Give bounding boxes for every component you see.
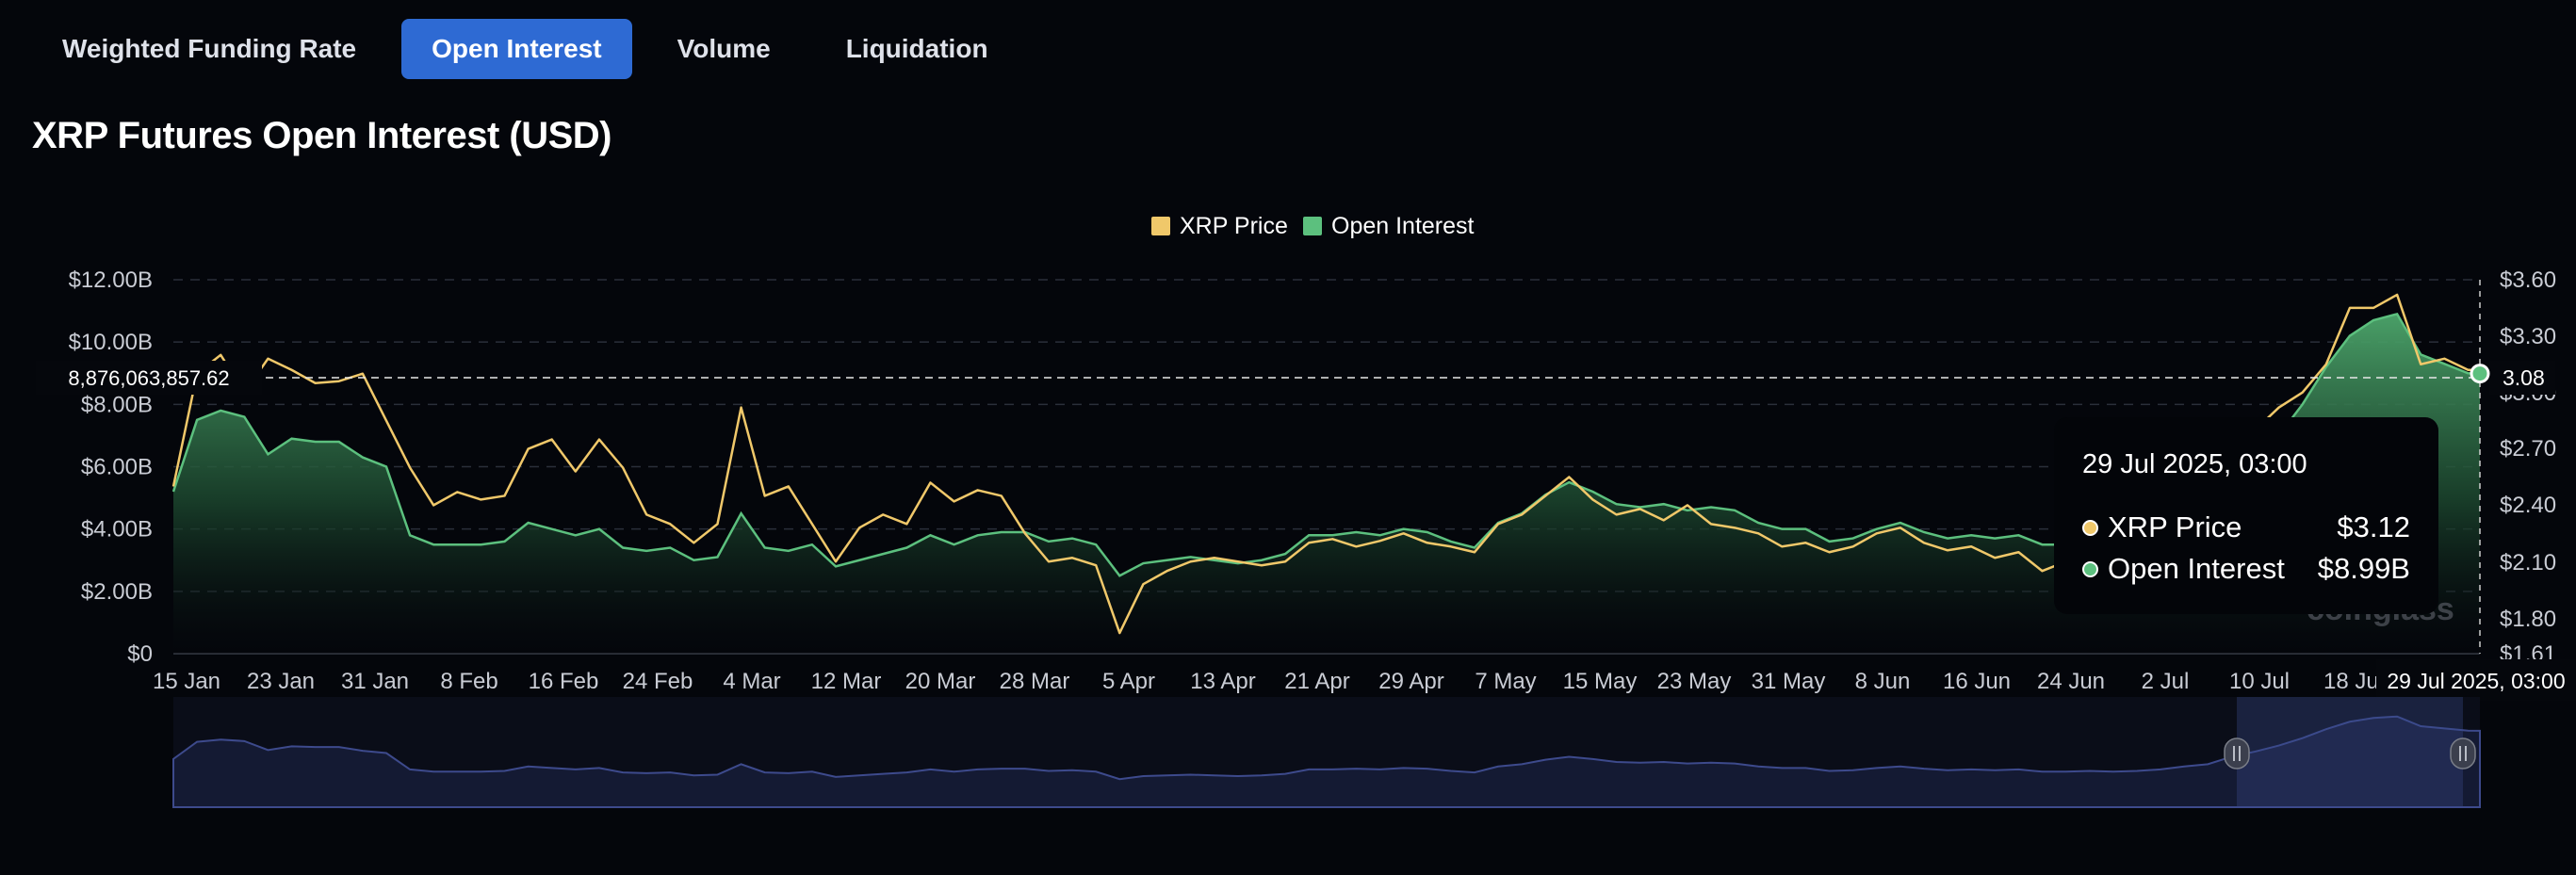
tooltip-price-label: XRP Price xyxy=(2108,510,2242,543)
tooltip-oi-value: $8.99B xyxy=(2317,552,2410,585)
chart-tooltip: 29 Jul 2025, 03:00 XRP Price $3.12 Open … xyxy=(2054,417,2438,614)
navigator-series xyxy=(172,715,2481,808)
y-left-tick-label: $4.00B xyxy=(81,517,153,543)
oi-dot-icon xyxy=(2082,560,2098,577)
x-tick-label: 2 Jul xyxy=(2142,669,2190,694)
x-tick-label: 24 Feb xyxy=(623,669,693,694)
y-right-tick-label: $2.10 xyxy=(2500,550,2556,575)
x-tick-label: 15 Jan xyxy=(153,669,220,694)
x-tick-label: 8 Feb xyxy=(440,669,497,694)
tab-liquidation[interactable]: Liquidation xyxy=(816,19,1019,79)
oi-hover-marker xyxy=(2470,364,2490,384)
x-tick-label: 13 Apr xyxy=(1190,669,1255,694)
oi-area xyxy=(173,314,2480,654)
tooltip-row-price: XRP Price $3.12 xyxy=(2082,507,2410,548)
x-tick-label: 12 Mar xyxy=(811,669,882,694)
navigator-handle-icon[interactable] xyxy=(2224,737,2250,770)
x-tick-label: 10 Jul xyxy=(2229,669,2290,694)
tooltip-oi-label: Open Interest xyxy=(2108,552,2285,585)
y-right-tick-label: $3.60 xyxy=(2500,267,2556,293)
crosshair-right-label: 3.08 xyxy=(2503,365,2545,390)
x-tick-label: 18 Jul xyxy=(2323,669,2384,694)
legend-label-0: XRP Price xyxy=(1180,213,1288,239)
y-left-tick-label: $8.00B xyxy=(81,392,153,417)
y-right-tick-label: $1.80 xyxy=(2500,607,2556,632)
price-dot-icon xyxy=(2082,519,2098,536)
x-tick-label: 31 May xyxy=(1752,669,1826,694)
y-right-tick-label: $2.40 xyxy=(2500,493,2556,518)
tooltip-price-value: $3.12 xyxy=(2337,510,2410,543)
legend-label-1: Open Interest xyxy=(1331,213,1475,239)
y-right-tick-label: $3.30 xyxy=(2500,324,2556,349)
x-tick-label: 8 Jun xyxy=(1855,669,1911,694)
y-left-tick-label: $6.00B xyxy=(81,455,153,480)
x-tick-label: 28 Mar xyxy=(1000,669,1070,694)
y-left-tick-label: $2.00B xyxy=(81,579,153,605)
tab-open-interest[interactable]: Open Interest xyxy=(401,19,632,79)
x-tick-label: 29 Apr xyxy=(1378,669,1443,694)
tab-volume[interactable]: Volume xyxy=(647,19,801,79)
chart-tabs: Weighted Funding Rate Open Interest Volu… xyxy=(32,19,1034,79)
x-tick-label: 5 Apr xyxy=(1102,669,1155,694)
y-right-tick-label: $2.70 xyxy=(2500,436,2556,462)
y-left-tick-label: $10.00B xyxy=(69,330,153,355)
navigator-handle-icon[interactable] xyxy=(2450,737,2476,770)
y-left-tick-label: $0 xyxy=(127,641,153,667)
y-left-tick-label: $12.00B xyxy=(69,267,153,293)
legend-swatch-1 xyxy=(1303,217,1322,235)
tab-weighted-funding-rate[interactable]: Weighted Funding Rate xyxy=(32,19,386,79)
x-tick-label: 23 May xyxy=(1657,669,1732,694)
x-tick-label: 24 Jun xyxy=(2037,669,2105,694)
crosshair-date-label: 29 Jul 2025, 03:00 xyxy=(2387,669,2565,693)
x-tick-label: 31 Jan xyxy=(341,669,409,694)
x-tick-label: 15 May xyxy=(1563,669,1638,694)
page-title: XRP Futures Open Interest (USD) xyxy=(32,115,611,156)
x-tick-label: 21 Apr xyxy=(1284,669,1349,694)
x-tick-label: 4 Mar xyxy=(723,669,780,694)
crosshair-right-label-bg xyxy=(2489,361,2555,395)
crosshair-left-label-bg xyxy=(36,361,262,395)
tooltip-time: 29 Jul 2025, 03:00 xyxy=(2082,449,2307,479)
legend-swatch-0 xyxy=(1151,217,1170,235)
crosshair-left-label: 8,876,063,857.62 xyxy=(68,366,229,390)
navigator-selection xyxy=(2237,697,2463,807)
x-tick-label: 23 Jan xyxy=(247,669,315,694)
crosshair-date-label-bg xyxy=(2376,659,2576,701)
x-tick-label: 16 Jun xyxy=(1943,669,2011,694)
x-tick-label: 20 Mar xyxy=(905,669,976,694)
x-tick-label: 7 May xyxy=(1475,669,1536,694)
tooltip-row-oi: Open Interest $8.99B xyxy=(2082,548,2410,590)
x-tick-label: 16 Feb xyxy=(529,669,599,694)
